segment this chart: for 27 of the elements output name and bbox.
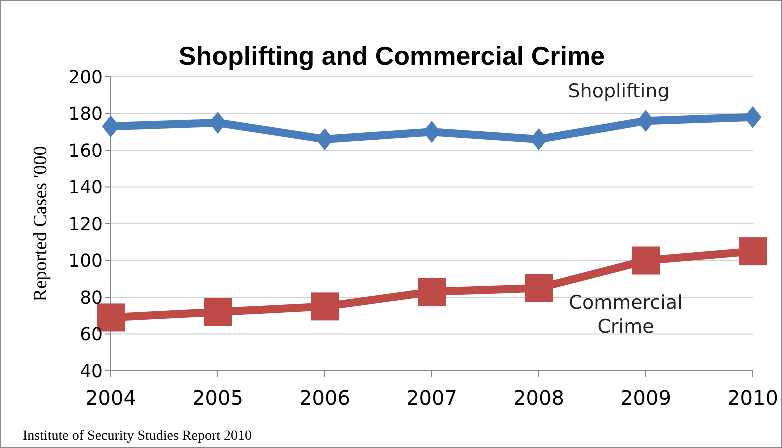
point: [204, 298, 232, 326]
point: [632, 246, 660, 275]
x-tick-label: 2008: [514, 386, 564, 410]
point: [311, 292, 339, 321]
x-tick-label: 2005: [192, 386, 244, 410]
x-tick-label: 2009: [620, 386, 672, 410]
point: [739, 238, 767, 266]
y-tick-label: 140: [68, 178, 103, 199]
chart-title: Shoplifting and Commercial Crime: [178, 41, 606, 71]
y-tick-label: 80: [80, 288, 103, 309]
y-tick-label: 120: [68, 214, 103, 236]
series-label: Shoplifting: [568, 80, 670, 102]
y-tick-label: 100: [68, 251, 103, 272]
series-label: Commercial Crime: [569, 292, 683, 338]
x-tick-label: 2007: [406, 386, 458, 410]
y-tick-label: 200: [68, 67, 103, 88]
point: [525, 274, 553, 302]
y-tick-label: 60: [80, 324, 103, 346]
x-tick-label: 2010: [728, 386, 778, 410]
x-tick-label: 2004: [86, 386, 136, 410]
point: [418, 278, 446, 306]
y-axis-title: Reported Cases '000: [30, 146, 52, 302]
text: Institute of Security Studies Report 2010: [23, 429, 252, 445]
y-tick-label: 180: [68, 104, 103, 126]
y-tick-label: 40: [80, 361, 103, 382]
x-tick-label: 2006: [300, 386, 350, 410]
y-tick-label: 160: [68, 140, 103, 162]
